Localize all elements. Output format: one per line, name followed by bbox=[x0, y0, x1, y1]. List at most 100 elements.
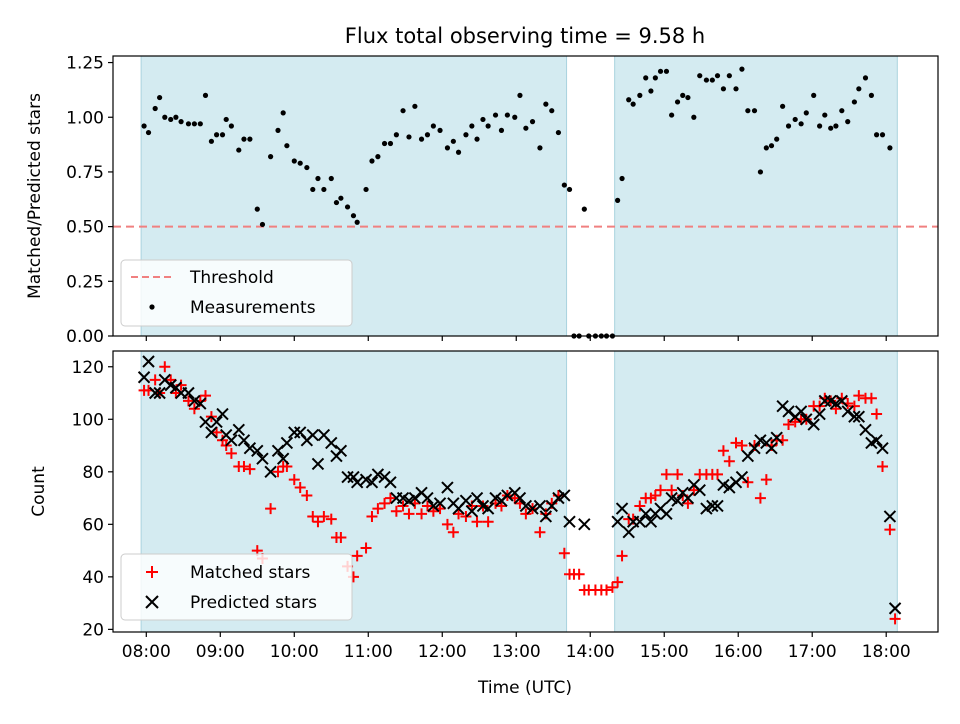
predicted-star-point bbox=[280, 436, 294, 450]
predicted-star-point bbox=[563, 515, 576, 528]
predicted-star-point bbox=[470, 491, 484, 505]
predicted-star-point bbox=[153, 386, 166, 400]
matched-star-point bbox=[601, 584, 613, 596]
y-tick-label: 120 bbox=[72, 358, 104, 378]
matched-star-point bbox=[149, 374, 161, 386]
measurement-point bbox=[833, 123, 839, 129]
measurement-point bbox=[720, 86, 727, 92]
measurement-point bbox=[768, 143, 775, 149]
measurement-point bbox=[168, 116, 174, 123]
predicted-star-point bbox=[334, 444, 348, 458]
matched-star-point bbox=[188, 403, 200, 415]
measurement-point bbox=[726, 73, 732, 79]
observing-window-2 bbox=[614, 55, 898, 337]
predicted-star-point bbox=[794, 405, 808, 418]
predicted-star-point bbox=[748, 441, 761, 455]
measurement-point bbox=[680, 92, 686, 98]
matched-star-point bbox=[360, 542, 372, 554]
measurement-point bbox=[697, 73, 703, 79]
measurement-point bbox=[219, 132, 226, 138]
predicted-star-point bbox=[350, 476, 364, 489]
threshold-legend-label: Threshold bbox=[189, 268, 274, 288]
matched-star-point bbox=[351, 550, 363, 562]
ratio-legend-box bbox=[120, 259, 353, 327]
y-tick-label: 0.75 bbox=[66, 163, 104, 183]
measurement-point bbox=[321, 186, 327, 193]
measurement-point bbox=[310, 186, 316, 193]
ratio-legend: Threshold Measurements bbox=[120, 259, 353, 327]
measurement-point bbox=[691, 114, 697, 120]
measurement-point bbox=[406, 134, 412, 140]
ratio-y-ticks: 0.00 0.25 0.50 0.75 1.00 1.25 bbox=[66, 54, 113, 347]
matched-star-point bbox=[288, 474, 300, 486]
matched-star-point bbox=[471, 516, 483, 528]
matched-star-points bbox=[138, 361, 901, 625]
matched-star-point bbox=[403, 508, 415, 520]
matched-star-point bbox=[884, 524, 896, 536]
measurement-point bbox=[291, 158, 297, 164]
predicted-star-point bbox=[421, 491, 434, 505]
measurement-point bbox=[637, 92, 643, 98]
measurement-point bbox=[455, 149, 462, 155]
measurement-point bbox=[350, 213, 357, 219]
measurement-point bbox=[685, 94, 691, 101]
matched-star-point bbox=[325, 513, 337, 525]
measurement-point bbox=[450, 138, 456, 144]
ratio-y-axis-label: Matched/Predicted stars bbox=[25, 93, 45, 299]
measurement-point bbox=[228, 123, 234, 129]
measurement-point bbox=[543, 101, 549, 107]
measurement-point bbox=[657, 68, 664, 74]
measurement-point bbox=[504, 112, 510, 118]
predicted-star-point bbox=[622, 525, 635, 539]
measurement-point bbox=[328, 175, 334, 182]
predicted-star-point bbox=[225, 434, 238, 447]
matched-star-point bbox=[660, 468, 672, 480]
measurement-point bbox=[879, 132, 886, 138]
matched-star-point bbox=[159, 361, 171, 373]
measurement-point bbox=[241, 136, 247, 142]
x-tick-label: 17:00 bbox=[788, 642, 837, 662]
predicted-star-point bbox=[216, 407, 229, 421]
measurement-point bbox=[714, 73, 721, 79]
measurement-point bbox=[512, 114, 518, 120]
measurement-point bbox=[202, 92, 209, 98]
count-plot-frame bbox=[112, 350, 939, 633]
matched-star-point bbox=[366, 510, 378, 522]
measurement-point bbox=[817, 123, 823, 129]
predicted-star-point bbox=[611, 515, 624, 528]
count-legend-box bbox=[120, 553, 353, 621]
measurement-point bbox=[354, 219, 360, 225]
measurement-point bbox=[185, 121, 192, 127]
measurement-point bbox=[297, 160, 303, 166]
measurement-point bbox=[745, 108, 751, 114]
x-tick-label: 15:00 bbox=[640, 642, 689, 662]
measurement-point bbox=[424, 132, 431, 138]
matched-star-point bbox=[606, 581, 618, 593]
matched-star-point bbox=[853, 390, 865, 402]
y-tick-label: 1.25 bbox=[66, 54, 104, 74]
measurement-point bbox=[887, 145, 893, 151]
measurements-legend-label: Measurements bbox=[190, 298, 316, 318]
matched-star-point bbox=[244, 463, 256, 475]
predicted-star-point bbox=[276, 452, 290, 465]
measurement-point bbox=[315, 175, 321, 182]
predicted-star-point bbox=[232, 423, 245, 436]
matched-star-point bbox=[871, 408, 883, 420]
matched-star-point bbox=[441, 518, 453, 530]
measurement-point bbox=[444, 145, 451, 151]
x-tick-label: 13:00 bbox=[492, 642, 541, 662]
matched-star-point bbox=[717, 445, 729, 457]
measurement-point bbox=[259, 221, 266, 228]
measurement-point bbox=[369, 158, 375, 164]
measurement-point bbox=[828, 125, 834, 131]
count-y-axis-label: Count bbox=[29, 466, 49, 517]
predicted-star-points bbox=[137, 355, 902, 615]
predicted-star-point bbox=[199, 415, 212, 429]
measurement-point bbox=[581, 206, 587, 212]
measurement-point bbox=[498, 127, 505, 133]
x-tick-label: 08:00 bbox=[122, 642, 171, 662]
predicted-star-point bbox=[681, 491, 695, 505]
matched-star-point bbox=[495, 500, 507, 512]
predicted-star-point bbox=[770, 431, 783, 444]
